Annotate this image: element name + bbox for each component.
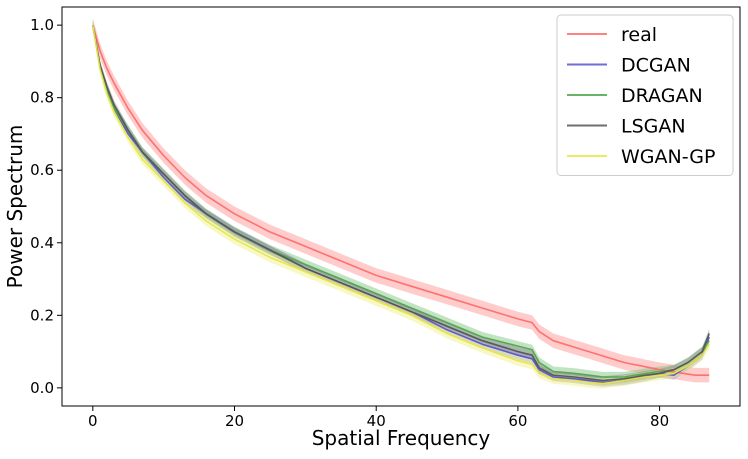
legend-box [556, 14, 734, 176]
line-wgan-gp [92, 24, 710, 385]
x-tick-label: 80 [650, 412, 669, 430]
y-axis-title: Power Spectrum [3, 125, 27, 289]
legend-label-wgan-gp: WGAN-GP [621, 146, 715, 168]
confidence-bands [92, 17, 710, 389]
legend-label-real: real [621, 24, 657, 46]
band-wgan-gp [92, 20, 710, 389]
y-tick-label: 1.0 [30, 16, 54, 34]
y-tick-label: 0.8 [30, 89, 54, 107]
x-tick-label: 0 [88, 412, 98, 430]
y-axis-ticks: 0.0 0.2 0.4 0.6 0.8 1.0 [30, 16, 62, 397]
legend-label-lsgan: LSGAN [621, 116, 686, 138]
line-lsgan [92, 24, 710, 382]
legend-label-dcgan: DCGAN [621, 55, 691, 77]
band-real [92, 17, 710, 383]
legend: real DCGAN DRAGAN LSGAN WGAN-GP [556, 14, 734, 176]
x-tick-label: 20 [225, 412, 244, 430]
y-tick-label: 0.4 [30, 234, 54, 252]
y-tick-label: 0.2 [30, 306, 54, 324]
series-lines [92, 24, 710, 385]
x-tick-label: 40 [367, 412, 386, 430]
line-real [92, 24, 710, 377]
x-axis-ticks: 0 20 40 60 80 [88, 406, 669, 430]
y-tick-label: 0.0 [30, 379, 54, 397]
legend-label-dragan: DRAGAN [621, 85, 703, 107]
x-axis-title: Spatial Frequency [312, 426, 491, 450]
x-tick-label: 60 [508, 412, 527, 430]
plot-frame [61, 6, 741, 407]
y-tick-label: 0.6 [30, 161, 54, 179]
